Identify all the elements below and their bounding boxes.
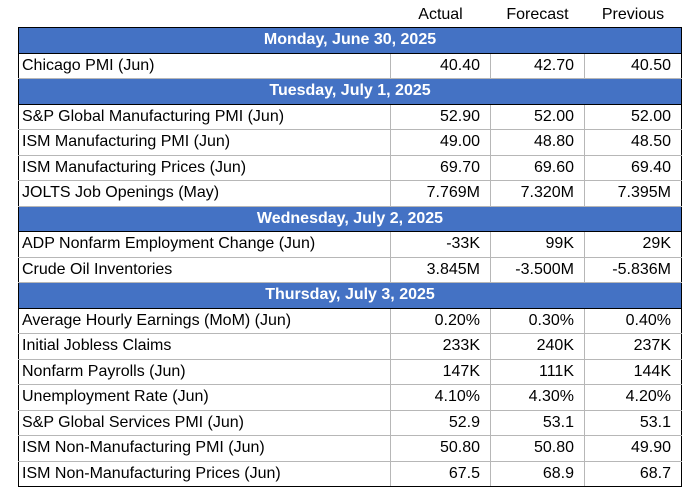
forecast-value: 111K xyxy=(490,358,585,385)
header-previous: Previous xyxy=(584,2,682,28)
actual-value: 50.80 xyxy=(390,435,491,462)
previous-value: 52.00 xyxy=(584,103,682,130)
event-name: ISM Manufacturing Prices (Jun) xyxy=(18,154,391,181)
forecast-value: -3.500M xyxy=(490,256,585,283)
actual-value: 233K xyxy=(390,333,491,360)
forecast-value: 68.9 xyxy=(490,460,585,487)
previous-value: -5.836M xyxy=(584,256,682,283)
table-row: ADP Nonfarm Employment Change (Jun) -33K 9… xyxy=(18,231,682,258)
table-row: ISM Manufacturing Prices (Jun) 69.70 69.60… xyxy=(18,154,682,181)
previous-value: 144K xyxy=(584,358,682,385)
event-name: Chicago PMI (Jun) xyxy=(18,52,391,79)
previous-value: 68.7 xyxy=(584,460,682,487)
actual-value: 4.10% xyxy=(390,384,491,411)
previous-value: 7.395M xyxy=(584,180,682,207)
actual-value: 40.40 xyxy=(390,52,491,79)
event-name: JOLTS Job Openings (May) xyxy=(18,180,391,207)
event-name: ISM Non-Manufacturing Prices (Jun) xyxy=(18,460,391,487)
table-row: Crude Oil Inventories 3.845M -3.500M -5.836… xyxy=(18,256,682,283)
table-row: ISM Non-Manufacturing PMI (Jun) 50.80 50.8… xyxy=(18,435,682,462)
event-name: Unemployment Rate (Jun) xyxy=(18,384,391,411)
event-name: Nonfarm Payrolls (Jun) xyxy=(18,358,391,385)
actual-value: -33K xyxy=(390,231,491,258)
day-header-row: Thursday, July 3, 2025 xyxy=(18,282,682,309)
actual-value: 3.845M xyxy=(390,256,491,283)
event-name: ISM Non-Manufacturing PMI (Jun) xyxy=(18,435,391,462)
previous-value: 237K xyxy=(584,333,682,360)
forecast-value: 48.80 xyxy=(490,129,585,156)
forecast-value: 0.30% xyxy=(490,307,585,334)
forecast-value: 7.320M xyxy=(490,180,585,207)
previous-value: 48.50 xyxy=(584,129,682,156)
event-name: S&P Global Services PMI (Jun) xyxy=(18,409,391,436)
actual-value: 7.769M xyxy=(390,180,491,207)
table-row: Average Hourly Earnings (MoM) (Jun) 0.20%… xyxy=(18,307,682,334)
day-header-title: Wednesday, July 2, 2025 xyxy=(18,205,682,232)
table-row: ISM Manufacturing PMI (Jun) 49.00 48.80 48.… xyxy=(18,129,682,156)
header-row: Actual Forecast Previous xyxy=(19,2,682,28)
actual-value: 52.90 xyxy=(390,103,491,130)
day-header-title: Monday, June 30, 2025 xyxy=(18,27,682,54)
header-actual: Actual xyxy=(390,2,491,28)
forecast-value: 52.00 xyxy=(490,103,585,130)
event-name: ADP Nonfarm Employment Change (Jun) xyxy=(18,231,391,258)
forecast-value: 42.70 xyxy=(490,52,585,79)
day-header-row: Monday, June 30, 2025 xyxy=(18,27,682,54)
previous-value: 0.40% xyxy=(584,307,682,334)
actual-value: 49.00 xyxy=(390,129,491,156)
forecast-value: 53.1 xyxy=(490,409,585,436)
previous-value: 53.1 xyxy=(584,409,682,436)
header-forecast: Forecast xyxy=(490,2,585,28)
event-name: S&P Global Manufacturing PMI (Jun) xyxy=(18,103,391,130)
forecast-value: 69.60 xyxy=(490,154,585,181)
table-row: Nonfarm Payrolls (Jun) 147K 111K 144K xyxy=(18,358,682,385)
forecast-value: 99K xyxy=(490,231,585,258)
table-row: Initial Jobless Claims 233K 240K 237K xyxy=(18,333,682,360)
event-name: Average Hourly Earnings (MoM) (Jun) xyxy=(18,307,391,334)
actual-value: 147K xyxy=(390,358,491,385)
actual-value: 67.5 xyxy=(390,460,491,487)
table-row: Chicago PMI (Jun) 40.40 42.70 40.50 xyxy=(18,52,682,79)
previous-value: 69.40 xyxy=(584,154,682,181)
table-row: S&P Global Manufacturing PMI (Jun) 52.90 5… xyxy=(18,103,682,130)
event-name: ISM Manufacturing PMI (Jun) xyxy=(18,129,391,156)
actual-value: 0.20% xyxy=(390,307,491,334)
day-header-title: Tuesday, July 1, 2025 xyxy=(18,78,682,105)
table-row: Unemployment Rate (Jun) 4.10% 4.30% 4.20% xyxy=(18,384,682,411)
forecast-value: 4.30% xyxy=(490,384,585,411)
table-body: Monday, June 30, 2025 Chicago PMI (Jun) 40… xyxy=(18,27,682,487)
event-name: Initial Jobless Claims xyxy=(18,333,391,360)
actual-value: 69.70 xyxy=(390,154,491,181)
table-row: JOLTS Job Openings (May) 7.769M 7.320M 7.39… xyxy=(18,180,682,207)
table-row: ISM Non-Manufacturing Prices (Jun) 67.5 68… xyxy=(18,460,682,487)
previous-value: 4.20% xyxy=(584,384,682,411)
previous-value: 49.90 xyxy=(584,435,682,462)
day-header-row: Wednesday, July 2, 2025 xyxy=(18,205,682,232)
previous-value: 29K xyxy=(584,231,682,258)
event-name: Crude Oil Inventories xyxy=(18,256,391,283)
previous-value: 40.50 xyxy=(584,52,682,79)
header-blank-cell xyxy=(19,2,391,28)
forecast-value: 240K xyxy=(490,333,585,360)
economic-calendar-table: Actual Forecast Previous Monday, June 30… xyxy=(18,2,682,487)
actual-value: 52.9 xyxy=(390,409,491,436)
forecast-value: 50.80 xyxy=(490,435,585,462)
day-header-row: Tuesday, July 1, 2025 xyxy=(18,78,682,105)
table-header: Actual Forecast Previous xyxy=(19,2,682,28)
day-header-title: Thursday, July 3, 2025 xyxy=(18,282,682,309)
table-row: S&P Global Services PMI (Jun) 52.9 53.1 53.… xyxy=(18,409,682,436)
